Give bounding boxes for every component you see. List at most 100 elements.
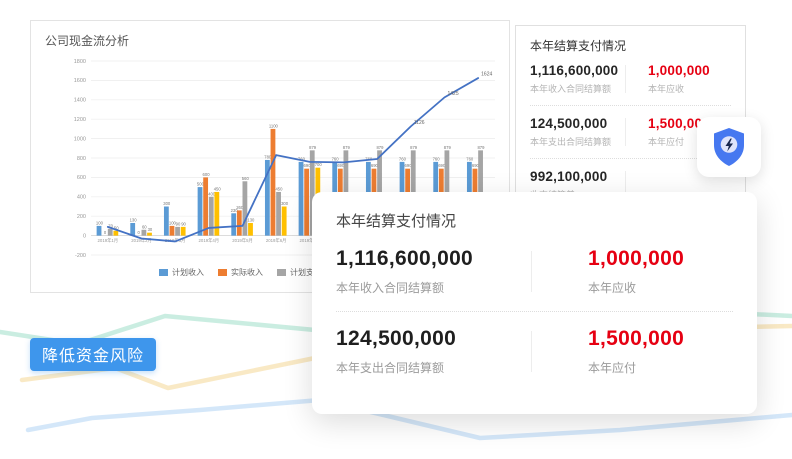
svg-text:60: 60 xyxy=(142,224,147,229)
svg-text:1600: 1600 xyxy=(74,78,86,84)
income-settlement-label: 本年收入合同结算额 xyxy=(530,84,612,94)
svg-text:760: 760 xyxy=(466,156,474,161)
expense-settlement-label: 本年支出合同结算额 xyxy=(530,137,612,147)
receivable-label: 本年应收 xyxy=(648,84,685,94)
legend-item[interactable]: 计划收入 xyxy=(159,267,204,278)
svg-text:760: 760 xyxy=(399,156,407,161)
popup-cell: 1,500,000 本年应付 xyxy=(532,327,733,376)
popup-payable-value: 1,500,000 xyxy=(588,327,685,350)
svg-text:1800: 1800 xyxy=(74,59,86,65)
svg-text:879: 879 xyxy=(477,145,485,150)
svg-text:879: 879 xyxy=(343,145,351,150)
svg-text:879: 879 xyxy=(376,145,384,150)
svg-text:400: 400 xyxy=(77,195,86,201)
svg-text:90: 90 xyxy=(176,221,181,226)
summary-title: 本年结算支付情况 xyxy=(530,39,627,53)
svg-text:100: 100 xyxy=(96,220,104,225)
svg-text:2019年1月: 2019年1月 xyxy=(98,237,119,244)
svg-text:690: 690 xyxy=(304,163,312,168)
svg-text:100: 100 xyxy=(169,220,177,225)
svg-text:700: 700 xyxy=(315,162,323,167)
popup-income-settlement-value: 1,116,600,000 xyxy=(336,247,474,270)
payable-value: 1,500,000 xyxy=(648,116,710,131)
legend-item[interactable]: 实际收入 xyxy=(218,267,263,278)
legend-label: 计划支出 xyxy=(290,268,322,277)
receivable-value: 1,000,000 xyxy=(648,63,710,78)
svg-text:1100: 1100 xyxy=(269,123,279,128)
legend-label: 计划收入 xyxy=(172,268,204,277)
dotted-divider xyxy=(530,158,731,159)
svg-text:690: 690 xyxy=(472,163,480,168)
summary-cell: 1,500,000 本年应付 xyxy=(626,116,731,148)
svg-text:780: 780 xyxy=(264,154,272,159)
svg-text:690: 690 xyxy=(405,163,413,168)
svg-text:70: 70 xyxy=(108,223,113,228)
vertical-divider xyxy=(625,65,626,93)
popup-row-income: 1,116,600,000 本年收入合同结算额 1,000,000 本年应收 xyxy=(336,247,733,296)
svg-text:879: 879 xyxy=(444,145,452,150)
popup-receivable-value: 1,000,000 xyxy=(588,247,685,270)
svg-text:760: 760 xyxy=(433,156,441,161)
svg-text:1126: 1126 xyxy=(414,120,425,126)
summary-cell: 1,000,000 本年应收 xyxy=(626,63,731,95)
svg-text:879: 879 xyxy=(309,145,317,150)
vertical-divider xyxy=(625,118,626,146)
vertical-divider xyxy=(531,251,532,292)
payable-label: 本年应付 xyxy=(648,137,685,147)
svg-text:2019年2月: 2019年2月 xyxy=(131,237,152,244)
svg-text:1000: 1000 xyxy=(74,136,86,142)
svg-text:1400: 1400 xyxy=(74,98,86,104)
svg-text:1624: 1624 xyxy=(481,72,492,78)
svg-text:690: 690 xyxy=(438,163,446,168)
svg-text:230: 230 xyxy=(231,208,239,213)
svg-text:300: 300 xyxy=(281,201,289,206)
reduce-risk-tag[interactable]: 降低资金风险 xyxy=(30,338,157,371)
svg-text:800: 800 xyxy=(77,156,86,162)
shield-lightning-icon xyxy=(714,128,744,166)
vertical-divider xyxy=(531,331,532,372)
popup-cell: 1,116,600,000 本年收入合同结算额 xyxy=(336,247,531,296)
popup-receivable-label: 本年应收 xyxy=(588,281,637,295)
summary-row-income: 1,116,600,000 本年收入合同结算额 1,000,000 本年应收 xyxy=(530,63,731,95)
summary-cell: 1,116,600,000 本年收入合同结算额 xyxy=(530,63,625,95)
popup-cell: 1,000,000 本年应收 xyxy=(532,247,733,296)
popup-title: 本年结算支付情况 xyxy=(336,213,457,230)
svg-text:760: 760 xyxy=(332,156,340,161)
popup-income-settlement-label: 本年收入合同结算额 xyxy=(336,281,445,295)
svg-text:690: 690 xyxy=(371,163,379,168)
dotted-divider xyxy=(530,105,731,106)
legend-swatch-icon xyxy=(277,269,286,276)
popup-payable-label: 本年应付 xyxy=(588,361,637,375)
legend-swatch-icon xyxy=(218,269,227,276)
svg-text:130: 130 xyxy=(247,217,255,222)
balance-value: 992,100,000 xyxy=(530,169,608,184)
svg-text:200: 200 xyxy=(77,214,86,220)
svg-text:0: 0 xyxy=(104,230,107,235)
svg-text:30: 30 xyxy=(148,227,153,232)
svg-text:879: 879 xyxy=(410,145,418,150)
svg-text:2019年7月: 2019年7月 xyxy=(300,237,321,244)
popup-expense-settlement-label: 本年支出合同结算额 xyxy=(336,361,445,375)
svg-text:2019年6月: 2019年6月 xyxy=(266,237,287,244)
legend-label: 实际收入 xyxy=(231,268,263,277)
svg-text:2019年5月: 2019年5月 xyxy=(232,237,253,244)
svg-text:600: 600 xyxy=(203,172,211,177)
svg-text:1425: 1425 xyxy=(448,91,459,97)
vertical-divider xyxy=(625,171,626,199)
legend-item[interactable]: 计划支出 xyxy=(277,267,322,278)
dotted-divider xyxy=(336,311,733,312)
security-badge[interactable] xyxy=(697,117,761,177)
income-settlement-value: 1,116,600,000 xyxy=(530,63,619,78)
summary-row-expense: 124,500,000 本年支出合同结算额 1,500,000 本年应付 xyxy=(530,116,731,148)
svg-text:600: 600 xyxy=(77,175,86,181)
svg-text:90: 90 xyxy=(181,221,186,226)
expense-settlement-value: 124,500,000 xyxy=(530,116,608,131)
svg-text:450: 450 xyxy=(214,186,222,191)
svg-text:500: 500 xyxy=(197,182,205,187)
popup-expense-settlement-value: 124,500,000 xyxy=(336,327,457,350)
legend-swatch-icon xyxy=(159,269,168,276)
svg-text:130: 130 xyxy=(130,217,138,222)
summary-cell: 124,500,000 本年支出合同结算额 xyxy=(530,116,625,148)
svg-text:50: 50 xyxy=(114,225,119,230)
